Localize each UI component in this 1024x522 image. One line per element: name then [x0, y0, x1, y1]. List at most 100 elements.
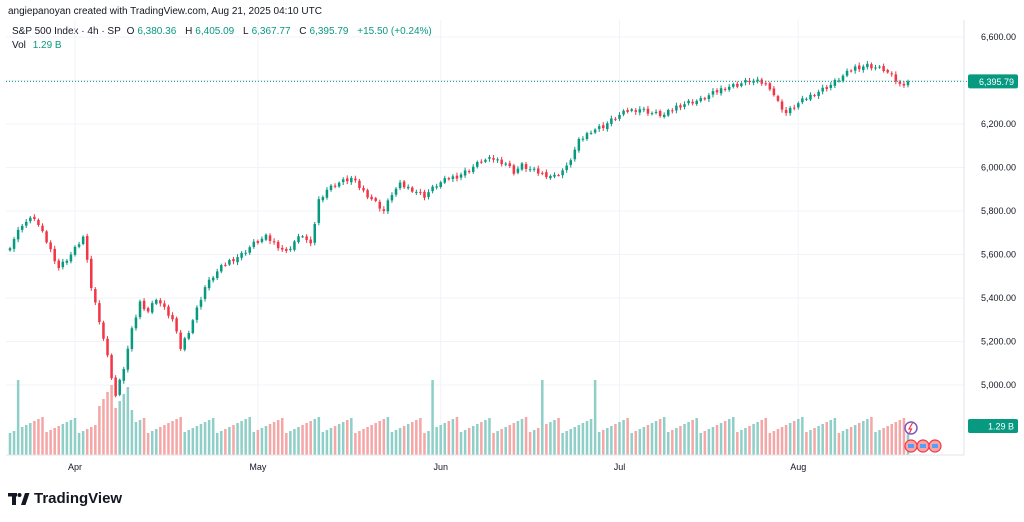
volume-bar — [606, 428, 609, 455]
volume-bar — [500, 429, 503, 455]
volume-bar — [561, 433, 564, 455]
volume-bar — [236, 423, 239, 455]
volume-legend: Vol 1.29 B — [12, 40, 62, 51]
volume-bar — [175, 419, 178, 455]
candle-body — [130, 328, 134, 349]
price-chart[interactable]: 5,000.00 5,200.00 5,400.00 5,600.00 5,800.00… — [0, 0, 1024, 480]
x-tick-label: Apr — [68, 462, 82, 472]
volume-bar — [715, 425, 719, 455]
volume-bar — [191, 428, 195, 455]
candle-body — [264, 234, 268, 240]
volume-bar — [585, 421, 589, 455]
volume-bar — [630, 433, 633, 455]
volume-bar — [65, 422, 69, 455]
candle-body — [191, 320, 195, 334]
candle-body — [45, 231, 48, 243]
volume-bar — [589, 419, 593, 455]
volume-bar — [98, 406, 101, 455]
candle-body — [768, 83, 772, 90]
event-markers[interactable] — [904, 421, 942, 453]
volume-bar — [333, 426, 337, 455]
candle-body — [350, 177, 353, 183]
x-tick-label: Jul — [614, 462, 626, 472]
volume-bar — [569, 429, 573, 455]
candle-body — [601, 125, 605, 129]
volume-bar — [228, 427, 231, 455]
candle-body — [285, 248, 288, 251]
volume-bar — [85, 429, 89, 455]
symbol-name[interactable]: S&P 500 Index · 4h · SP — [12, 26, 121, 37]
volume-bar — [642, 427, 646, 455]
volume-bar — [841, 431, 845, 455]
candle-body — [480, 161, 483, 163]
candle-body — [878, 66, 881, 68]
volume-bar — [772, 431, 776, 455]
volume-bar — [159, 427, 162, 455]
volume-bar — [20, 427, 24, 455]
volume-bar — [220, 431, 223, 455]
candle-body — [366, 190, 369, 198]
candle-body — [406, 186, 410, 189]
candle-body — [614, 118, 617, 120]
candle-body — [374, 198, 377, 201]
candle-body — [244, 252, 247, 254]
current-price-label: 6,395.79 — [979, 77, 1014, 87]
volume-bar — [203, 422, 207, 455]
candle-body — [675, 105, 678, 111]
volume-bar — [878, 430, 881, 455]
volume-bar — [764, 418, 768, 455]
candle-body — [654, 111, 658, 113]
candle-body — [382, 209, 386, 211]
time-axis[interactable]: Apr May Jun Jul Aug — [6, 454, 964, 472]
volume-bar — [211, 418, 215, 455]
candle-body — [723, 88, 727, 90]
candle-body — [321, 197, 325, 201]
volume-bar — [541, 380, 544, 455]
tradingview-brand[interactable]: TradingView — [8, 490, 122, 507]
volume-bar — [305, 423, 308, 455]
volume-bar — [94, 425, 97, 455]
volume-bar — [398, 428, 402, 455]
candle-body — [337, 182, 341, 187]
candle-body — [29, 217, 32, 222]
candle-body — [634, 110, 638, 112]
volume-bar — [289, 431, 292, 455]
volume-bar — [695, 418, 698, 455]
candle-body — [354, 178, 357, 181]
candle-body — [415, 191, 418, 193]
candle-body — [809, 94, 812, 100]
y-tick-label: 6,000.00 — [981, 163, 1016, 173]
candle-body — [102, 322, 105, 339]
volume-bar — [317, 417, 321, 455]
candle-body — [345, 178, 349, 182]
volume-bar — [142, 418, 146, 455]
price-axis[interactable]: 5,000.00 5,200.00 5,400.00 5,600.00 5,800.00… — [963, 20, 1018, 455]
candle-body — [866, 63, 869, 68]
volume-bar — [195, 426, 199, 455]
candle-body — [280, 247, 284, 250]
candle-body — [618, 114, 621, 119]
volume-bar — [813, 428, 816, 455]
candle-body — [837, 80, 841, 82]
volume-bar — [77, 433, 81, 455]
volume-bar — [102, 399, 105, 455]
candle-body — [780, 101, 784, 110]
candle-body — [435, 186, 438, 188]
candle-body — [833, 80, 837, 86]
volume-bar — [419, 418, 422, 455]
candle-body — [69, 254, 73, 262]
candle-body — [565, 165, 568, 171]
candle-body — [118, 379, 121, 395]
volume-bar — [504, 427, 507, 455]
volume-bar — [671, 430, 674, 455]
candle-body — [65, 260, 69, 263]
volume-label[interactable]: Vol — [12, 40, 26, 51]
candle-body — [707, 95, 711, 100]
candle-body — [736, 83, 739, 87]
candle-body — [805, 98, 808, 100]
candle-body — [150, 303, 154, 313]
volume-bar — [601, 430, 605, 455]
candle-body — [207, 279, 211, 289]
candle-body — [845, 70, 849, 76]
volume-bar — [215, 433, 219, 455]
